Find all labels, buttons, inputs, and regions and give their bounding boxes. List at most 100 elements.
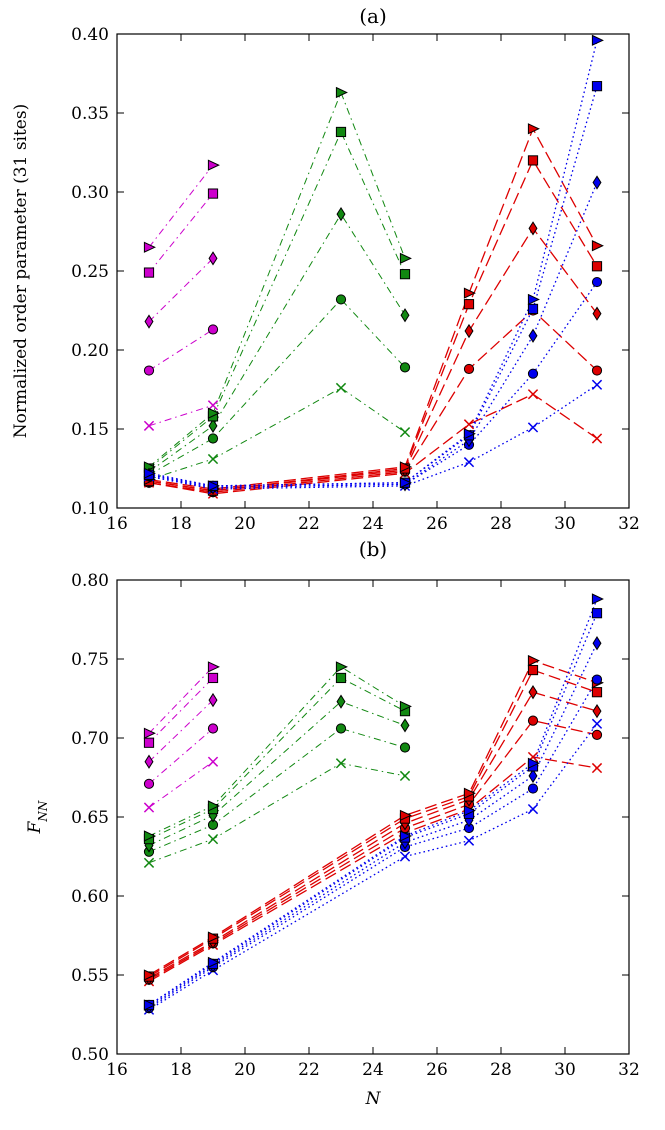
- data-point-magenta-circle: [207, 324, 219, 335]
- x-tick-label: 24: [362, 1060, 384, 1080]
- data-point-green-diamond: [336, 206, 346, 222]
- y-tick-label: 0.50: [71, 1045, 109, 1065]
- data-point-red-triangle: [143, 969, 156, 981]
- data-point-blue-triangle: [207, 956, 220, 968]
- x-tick-label: 20: [234, 514, 256, 534]
- data-point-red-circle: [591, 365, 603, 376]
- data-point-red-triangle: [527, 654, 540, 667]
- series-line-red-diamond: [148, 227, 598, 492]
- data-point-green-square: [335, 126, 347, 138]
- data-point-green-triangle: [399, 700, 412, 713]
- x-tick-label: 28: [490, 514, 512, 534]
- series-line-red-circle: [148, 309, 598, 493]
- data-point-green-triangle: [143, 830, 156, 842]
- x-tick-label: 30: [554, 514, 576, 534]
- y-tick-label: 0.70: [71, 729, 109, 749]
- y-tick-label: 0.75: [71, 650, 109, 670]
- series-line-green-square: [148, 130, 406, 469]
- data-point-blue-x: [527, 422, 539, 433]
- data-point-green-circle: [399, 742, 411, 753]
- data-point-green-x: [207, 833, 219, 845]
- y-tick-label: 0.55: [71, 966, 109, 986]
- data-point-red-diamond: [592, 306, 602, 321]
- data-point-blue-circle: [527, 368, 539, 379]
- series-line-red-triangle: [148, 127, 598, 490]
- series-line-green-circle: [148, 298, 406, 476]
- data-point-red-triangle: [463, 287, 476, 299]
- data-point-red-diamond: [528, 221, 538, 236]
- panel-a: (a) 16 18 20 22 24 26 28 30 32 0.10 0.15 0.20 0.25 0.3…: [11, 4, 640, 534]
- data-point-red-triangle: [527, 123, 540, 135]
- data-point-magenta-x: [207, 400, 219, 411]
- data-point-magenta-diamond: [144, 314, 154, 329]
- x-tick-label: 30: [554, 1060, 576, 1080]
- data-point-red-diamond: [464, 323, 474, 339]
- data-point-magenta-triangle: [143, 241, 156, 253]
- series-line-magenta-circle: [148, 329, 214, 371]
- data-point-magenta-circle: [207, 723, 219, 734]
- data-point-green-diamond: [208, 418, 218, 433]
- x-tick-label: 24: [362, 514, 384, 534]
- data-point-green-square: [335, 672, 347, 684]
- y-tick-label: 0.60: [71, 887, 109, 907]
- series-line-blue-diamond: [148, 642, 598, 1008]
- data-point-blue-triangle: [527, 757, 540, 769]
- x-tick-label: 18: [170, 1060, 192, 1080]
- data-point-blue-triangle: [591, 593, 604, 605]
- series-line-green-diamond: [148, 701, 406, 846]
- y-tick-label: 0.15: [71, 420, 109, 440]
- data-point-red-diamond: [528, 685, 538, 700]
- data-point-blue-diamond: [528, 768, 538, 784]
- data-point-magenta-square: [207, 188, 219, 199]
- data-point-magenta-diamond: [208, 251, 218, 266]
- plot-frame: [116, 33, 630, 509]
- data-point-blue-x: [463, 457, 475, 468]
- panel-title: (a): [359, 4, 387, 28]
- series-line-magenta-circle: [148, 728, 214, 785]
- y-axis-label-subscript: NN: [36, 800, 50, 823]
- data-point-blue-triangle: [143, 999, 156, 1011]
- data-point-blue-triangle: [463, 805, 476, 817]
- data-point-green-x: [335, 382, 347, 394]
- data-point-magenta-square: [207, 672, 219, 684]
- y-tick-label: 0.40: [71, 25, 109, 45]
- data-point-blue-square: [591, 81, 603, 92]
- data-point-magenta-x: [143, 802, 155, 813]
- x-tick-label: 20: [234, 1060, 256, 1080]
- y-tick-label: 0.10: [71, 499, 109, 519]
- data-point-red-square: [527, 664, 539, 676]
- data-point-red-triangle: [207, 931, 220, 943]
- panel-b: (b) 16 18 20 22 24 26 28 30 32 0.50 0.55 0.60 0.65 0.7…: [25, 537, 640, 1109]
- data-point-green-diamond: [336, 694, 346, 709]
- data-point-magenta-diamond: [208, 692, 218, 708]
- y-tick-label: 0.65: [71, 808, 109, 828]
- x-tick-label: 26: [426, 514, 448, 534]
- series-line-red-square: [148, 669, 598, 978]
- data-point-green-x: [143, 857, 155, 868]
- data-point-red-x: [591, 762, 603, 774]
- data-point-red-circle: [527, 715, 539, 726]
- data-point-red-square: [591, 687, 603, 698]
- panel-title: (b): [359, 537, 387, 561]
- data-point-red-x: [463, 419, 475, 430]
- data-point-green-triangle: [335, 86, 348, 99]
- data-point-blue-triangle: [207, 480, 220, 492]
- series-line-green-diamond: [148, 213, 406, 473]
- plot-frame: [116, 579, 630, 1055]
- y-tick-label: 0.20: [71, 341, 109, 361]
- data-point-magenta-circle: [143, 365, 155, 376]
- data-point-green-triangle: [335, 661, 348, 673]
- data-point-red-triangle: [463, 787, 476, 799]
- data-point-red-diamond: [592, 703, 602, 719]
- data-point-blue-square: [527, 303, 539, 315]
- y-axis-label: FNN: [25, 800, 50, 834]
- data-point-green-x: [207, 453, 219, 465]
- data-point-blue-diamond: [592, 636, 602, 651]
- data-point-red-square: [591, 261, 603, 272]
- x-tick-label: 22: [298, 1060, 320, 1080]
- data-point-blue-triangle: [399, 477, 412, 489]
- x-tick-label: 16: [106, 1060, 128, 1080]
- data-point-green-square: [399, 269, 411, 280]
- x-tick-label: 22: [298, 514, 320, 534]
- data-point-magenta-circle: [143, 778, 155, 789]
